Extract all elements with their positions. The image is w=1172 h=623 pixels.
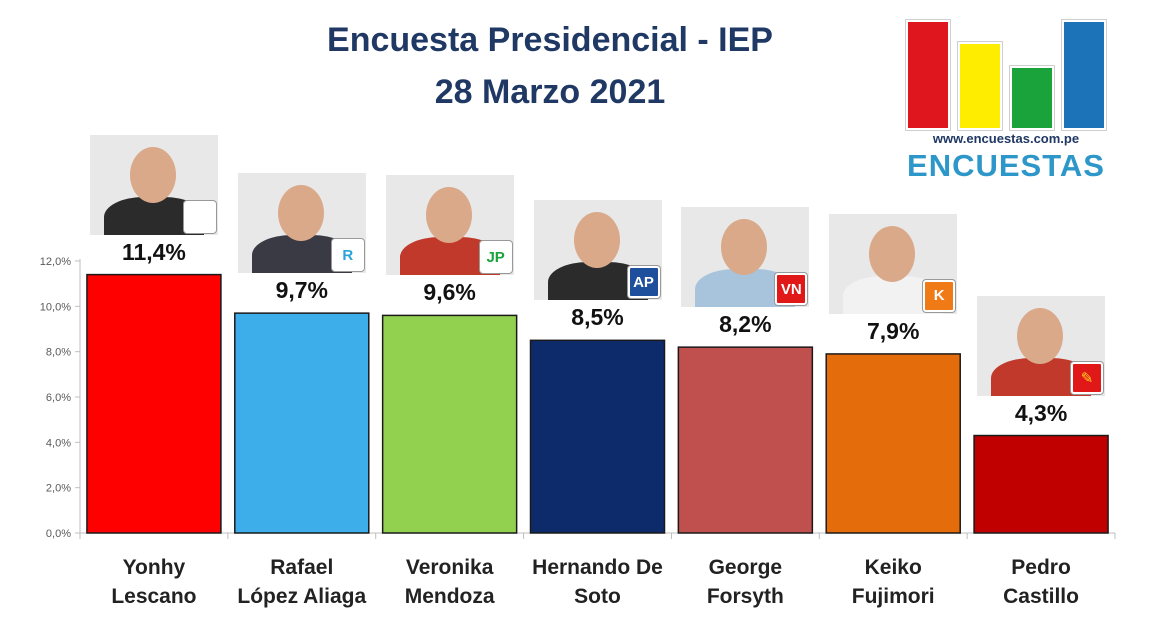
- x-category-label-line: George: [708, 556, 783, 579]
- jp-logo-icon: JP: [479, 241, 512, 274]
- x-category-label: George Forsyth: [670, 553, 820, 611]
- bar-value-label: 9,6%: [423, 279, 476, 306]
- x-category-label: Rafael López Aliaga: [227, 553, 377, 611]
- r-letter-icon: R: [331, 239, 364, 272]
- x-category-label-line: Hernando De: [532, 556, 663, 579]
- bar: [234, 312, 370, 534]
- candidate-photo: AP: [533, 200, 662, 301]
- x-category-label-line: Mendoza: [404, 585, 495, 608]
- x-category-label-line: Veronika: [405, 556, 494, 579]
- candidate-silhouette-head: [1017, 307, 1064, 364]
- y-tick-label: 10,0%: [40, 301, 71, 313]
- x-category-label: Pedro Castillo: [966, 553, 1116, 611]
- candidate-photo: R: [237, 173, 366, 274]
- x-category-label: Yonhy Lescano: [79, 553, 229, 611]
- x-category-label-line: Rafael: [270, 556, 334, 579]
- candidate-photo: [89, 134, 218, 235]
- candidate-photo: ✎: [977, 295, 1106, 396]
- bar: [825, 353, 961, 534]
- bar: [677, 346, 814, 534]
- x-category-label-line: Forsyth: [706, 585, 784, 608]
- bar: [381, 314, 518, 534]
- shovel-icon: [183, 200, 216, 233]
- bar-value-label: 4,3%: [1014, 399, 1068, 426]
- bar: [529, 339, 666, 534]
- logo-bar-yellow: [958, 42, 1002, 130]
- y-tick-label: 4,0%: [46, 437, 71, 449]
- x-category-label: Veronika Mendoza: [375, 553, 525, 611]
- x-category-label-line: Fujimori: [851, 585, 935, 608]
- candidate-photo: JP: [385, 175, 514, 276]
- x-category-label-line: Castillo: [1003, 585, 1079, 608]
- bell-icon: VN: [775, 273, 808, 306]
- x-category-label-line: Lescano: [111, 585, 197, 608]
- k-letter-icon: K: [923, 279, 956, 312]
- bar-value-label: 9,7%: [275, 277, 328, 304]
- candidate-silhouette-head: [721, 219, 768, 276]
- candidate-silhouette-head: [573, 212, 620, 269]
- bar: [973, 434, 1109, 534]
- candidate-photo: K: [829, 213, 958, 314]
- logo-name: ENCUESTAS: [907, 148, 1105, 183]
- bar: [86, 273, 222, 534]
- y-tick-label: 6,0%: [46, 392, 71, 404]
- pencil-icon: ✎: [1071, 361, 1104, 394]
- bar-value-label: 8,5%: [571, 304, 624, 331]
- encuestas-logo: www.encuestas.com.pe ENCUESTAS: [900, 16, 1112, 186]
- avanza-pais-icon: AP: [627, 266, 660, 299]
- logo-url: www.encuestas.com.pe: [932, 131, 1080, 146]
- bar-value-label: 11,4%: [121, 238, 186, 265]
- y-tick-label: 0,0%: [46, 528, 71, 540]
- x-category-label-line: Yonhy: [122, 556, 186, 579]
- candidate-silhouette-head: [129, 146, 176, 203]
- chart-title-line1: Encuesta Presidencial - IEP: [327, 21, 773, 59]
- logo-bar-blue: [1062, 20, 1106, 130]
- candidate-silhouette-head: [277, 185, 324, 242]
- x-category-label: Hernando De Soto: [523, 553, 673, 611]
- y-tick-label: 8,0%: [46, 347, 71, 359]
- x-category-label-line: Keiko: [864, 556, 922, 579]
- y-tick-label: 2,0%: [46, 483, 71, 495]
- candidate-silhouette-head: [425, 187, 472, 244]
- x-category-label-line: Pedro: [1011, 556, 1071, 579]
- bar-value-label: 7,9%: [866, 317, 920, 344]
- candidate-photo: VN: [681, 207, 810, 308]
- y-tick-label: 12,0%: [40, 256, 71, 268]
- x-category-label: Keiko Fujimori: [818, 553, 968, 611]
- logo-bar-red: [906, 20, 950, 130]
- logo-bar-green: [1010, 66, 1054, 130]
- candidate-silhouette-head: [869, 225, 916, 282]
- x-category-label-line: López Aliaga: [237, 585, 367, 608]
- x-category-label-line: Soto: [574, 585, 621, 608]
- bar-value-label: 8,2%: [719, 311, 772, 338]
- chart-title-line2: 28 Marzo 2021: [434, 73, 666, 111]
